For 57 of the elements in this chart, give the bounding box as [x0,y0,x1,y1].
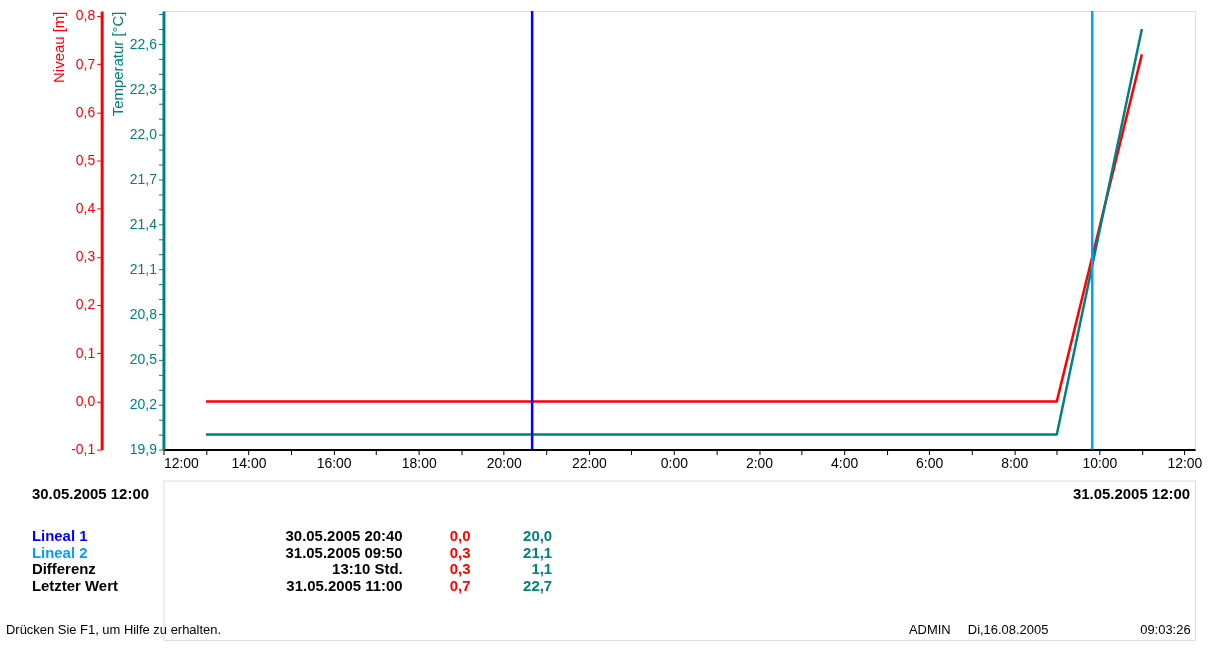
text: 22,7 [523,576,553,594]
y-tick-label: 0,8 [75,7,96,24]
text: Lineal 2 [31,543,88,561]
x-tick-label: 4:00 [831,455,859,472]
x-tick-label: 12:00 [163,455,200,472]
text: 30.05.2005 12:00 [31,485,150,503]
text: Di,16.08.2005 [967,621,1049,637]
y2-tick-label: 21,1 [129,260,158,277]
x-tick-label: 2:00 [745,455,774,472]
text: 20,0 [523,527,553,545]
y2-tick-label: 22,6 [129,35,158,52]
x-tick-label: 12:00 [1167,455,1203,472]
y-tick-label: 0,4 [75,200,96,217]
text: Lineal 1 [31,527,88,545]
y-tick-label: 0,0 [75,392,96,409]
text: Differenz [31,560,96,578]
text: ADMIN [908,621,951,637]
y-axis-title: Niveau [m] [50,11,68,83]
x-tick-label: 14:00 [231,455,267,472]
y-tick-label: 0,7 [75,55,96,72]
y-tick-label: -0,1 [71,441,96,458]
text: 1,1 [531,560,553,578]
text: 0,0 [449,527,471,545]
text: 30.05.2005 20:40 [285,527,403,545]
text: Letzter Wert [31,576,118,594]
x-tick-label: 22:00 [571,455,608,472]
y2-tick-label: 22,3 [129,80,158,97]
x-tick-label: 0:00 [660,455,689,472]
x-tick-label: 20:00 [486,455,522,472]
y2-tick-label: 20,8 [129,305,158,322]
text: 0,3 [449,543,471,561]
y2-axis-title: Temperatur [°C] [108,11,126,117]
x-tick-label: 10:00 [1082,455,1118,472]
x-tick-label: 8:00 [1001,455,1029,472]
y2-tick-label: 19,9 [129,441,158,458]
y2-tick-label: 21,4 [129,215,158,232]
x-tick-label: 6:00 [916,455,944,472]
y-tick-label: 0,3 [75,248,96,265]
y2-tick-label: 21,7 [129,170,158,187]
text: 09:03:26 [1140,621,1191,637]
text: 31.05.2005 11:00 [286,576,403,594]
text: Drücken Sie F1, um Hilfe zu erhalten. [5,621,221,637]
text: 13:10 Std. [332,560,403,578]
x-tick-label: 16:00 [316,455,352,472]
y-tick-label: 0,2 [75,296,96,313]
y2-tick-label: 20,5 [129,350,158,367]
text: 0,7 [449,576,471,594]
text: 31.05.2005 12:00 [1072,485,1191,503]
y2-tick-label: 22,0 [129,125,158,142]
y-tick-label: 0,6 [75,103,96,120]
text: 21,1 [523,543,553,561]
y-tick-label: 0,1 [75,344,96,361]
y-tick-label: 0,5 [75,151,96,168]
text: 31.05.2005 09:50 [285,543,403,561]
y2-tick-label: 20,2 [129,396,158,413]
text: 0,3 [449,560,471,578]
x-tick-label: 18:00 [401,455,437,472]
